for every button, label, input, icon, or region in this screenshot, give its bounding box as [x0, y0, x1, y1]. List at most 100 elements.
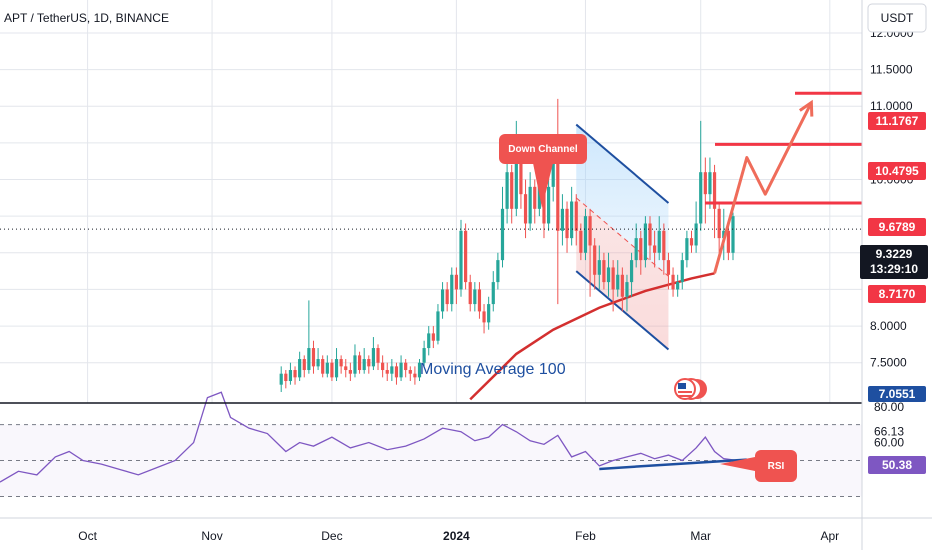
- time-tick-label: Oct: [78, 529, 97, 543]
- candle-body: [390, 366, 393, 373]
- candle-body: [565, 209, 568, 238]
- candle-body: [588, 216, 591, 245]
- time-tick-label: Dec: [321, 529, 342, 543]
- candle: [376, 344, 379, 370]
- candle: [340, 355, 343, 373]
- rsi-tick-label: 60.00: [874, 436, 904, 450]
- candle-body: [316, 359, 319, 366]
- time-tick-label: Apr: [820, 529, 839, 543]
- candle-body: [404, 363, 407, 370]
- candle: [399, 355, 402, 381]
- price-levels: [0, 93, 866, 229]
- candle: [565, 202, 568, 253]
- candle: [529, 172, 532, 231]
- candle: [289, 363, 292, 385]
- down-channel-label: Down Channel: [508, 144, 578, 155]
- candle-body: [695, 223, 698, 245]
- time-tick-label: Mar: [690, 529, 711, 543]
- candle-body: [395, 366, 398, 377]
- candle: [307, 300, 310, 373]
- candle-body: [556, 158, 559, 231]
- candle: [492, 271, 495, 311]
- candle-body: [473, 289, 476, 304]
- candle: [316, 348, 319, 370]
- candle: [685, 231, 688, 268]
- candle: [450, 267, 453, 311]
- candle-body: [326, 363, 329, 374]
- candle: [690, 231, 693, 253]
- candle-body: [459, 231, 462, 290]
- candle-body: [372, 348, 375, 366]
- candle-body: [280, 374, 283, 385]
- candle-body: [561, 209, 564, 231]
- candle: [353, 344, 356, 377]
- candle-body: [667, 260, 670, 275]
- candle-body: [381, 363, 384, 370]
- time-tick-label: Feb: [575, 529, 596, 543]
- candle-body: [635, 238, 638, 260]
- candle: [432, 326, 435, 348]
- currency-label: USDT: [881, 11, 914, 25]
- candle: [482, 304, 485, 333]
- candle: [367, 355, 370, 373]
- candle-body: [349, 370, 352, 374]
- candle-body: [621, 275, 624, 297]
- candle-body: [487, 304, 490, 322]
- candle-body: [432, 333, 435, 340]
- candle-body: [358, 355, 361, 370]
- candle-body: [496, 260, 499, 282]
- price-tick-label: 8.0000: [870, 319, 907, 333]
- rsi-tick-label: 80.00: [874, 400, 904, 414]
- candle: [464, 223, 467, 289]
- candle-body: [363, 359, 366, 370]
- candle-body: [630, 260, 633, 282]
- candle-body: [510, 172, 513, 209]
- candle-body: [731, 216, 734, 253]
- candle: [427, 326, 430, 355]
- candle: [473, 282, 476, 311]
- candle-body: [469, 282, 472, 304]
- candle: [713, 165, 716, 238]
- candle-body: [482, 311, 485, 322]
- candle: [570, 187, 573, 246]
- candle-body: [612, 267, 615, 289]
- candle: [436, 304, 439, 344]
- candle-body: [353, 355, 356, 373]
- bottom-value-tag: 7.0551: [879, 387, 916, 401]
- candle: [676, 275, 679, 297]
- candle: [496, 253, 499, 290]
- candle: [704, 158, 707, 224]
- currency-button[interactable]: USDT: [868, 4, 926, 32]
- candle: [718, 202, 721, 253]
- candle-body: [547, 187, 550, 224]
- candle: [395, 363, 398, 385]
- candle-body: [671, 275, 674, 290]
- candle: [326, 355, 329, 377]
- candle-body: [427, 333, 430, 348]
- candle-body: [616, 275, 619, 290]
- candle: [681, 253, 684, 290]
- us-flag-icon[interactable]: [675, 379, 707, 399]
- candle-body: [413, 374, 416, 378]
- candle-body: [446, 289, 449, 304]
- candle: [469, 275, 472, 312]
- candle-body: [625, 282, 628, 297]
- candle: [404, 359, 407, 377]
- candle-body: [321, 359, 324, 374]
- candle-body: [607, 267, 610, 282]
- candle: [413, 366, 416, 384]
- candle: [644, 216, 647, 267]
- candle-body: [598, 260, 601, 275]
- candle-body: [579, 231, 582, 253]
- ma-value-tag: 8.7170: [879, 287, 916, 301]
- candle: [284, 370, 287, 388]
- candle: [372, 337, 375, 370]
- candle-body: [464, 231, 467, 282]
- candle-body: [506, 172, 509, 209]
- candle-body: [593, 245, 596, 274]
- candle: [344, 359, 347, 377]
- candle-body: [340, 359, 343, 366]
- candle: [455, 267, 458, 304]
- candle-body: [718, 209, 721, 238]
